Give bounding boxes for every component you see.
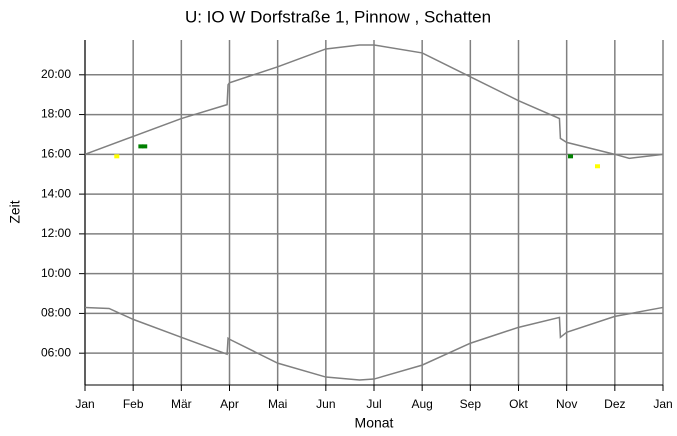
y-tick-label: 18:00 xyxy=(41,107,71,121)
x-tick-label: Okt xyxy=(509,397,528,411)
y-tick-label: 20:00 xyxy=(41,67,71,81)
x-tick-label: Mai xyxy=(268,397,287,411)
x-tick-label: Aug xyxy=(411,397,432,411)
x-tick-label: Sep xyxy=(460,397,482,411)
x-tick-label: Apr xyxy=(220,397,239,411)
line xyxy=(84,306,664,381)
x-tick-label: Jan xyxy=(75,397,94,411)
y-tick-label: 16:00 xyxy=(41,147,71,161)
x-tick-label: Jan xyxy=(653,397,672,411)
y-axis-title: Zeit xyxy=(7,200,23,223)
x-tick-label: Dez xyxy=(604,397,625,411)
point xyxy=(114,154,120,159)
x-tick-label: Jul xyxy=(366,397,381,411)
x-tick-label: Nov xyxy=(556,397,577,411)
y-tick-label: 10:00 xyxy=(41,266,71,280)
y-tick-label: 08:00 xyxy=(41,306,71,320)
line xyxy=(84,44,664,160)
x-tick-label: Jun xyxy=(316,397,335,411)
point xyxy=(594,164,600,169)
x-axis-title: Monat xyxy=(355,415,394,431)
y-tick-label: 14:00 xyxy=(41,186,71,200)
y-tick-label: 06:00 xyxy=(41,345,71,359)
y-tick-label: 12:00 xyxy=(41,226,71,240)
chart-title: U: IO W Dorfstraße 1, Pinnow , Schatten xyxy=(185,7,491,26)
point xyxy=(142,144,148,149)
x-tick-label: Feb xyxy=(123,397,144,411)
point xyxy=(568,154,574,159)
x-tick-label: Mär xyxy=(171,397,192,411)
point xyxy=(138,144,144,149)
